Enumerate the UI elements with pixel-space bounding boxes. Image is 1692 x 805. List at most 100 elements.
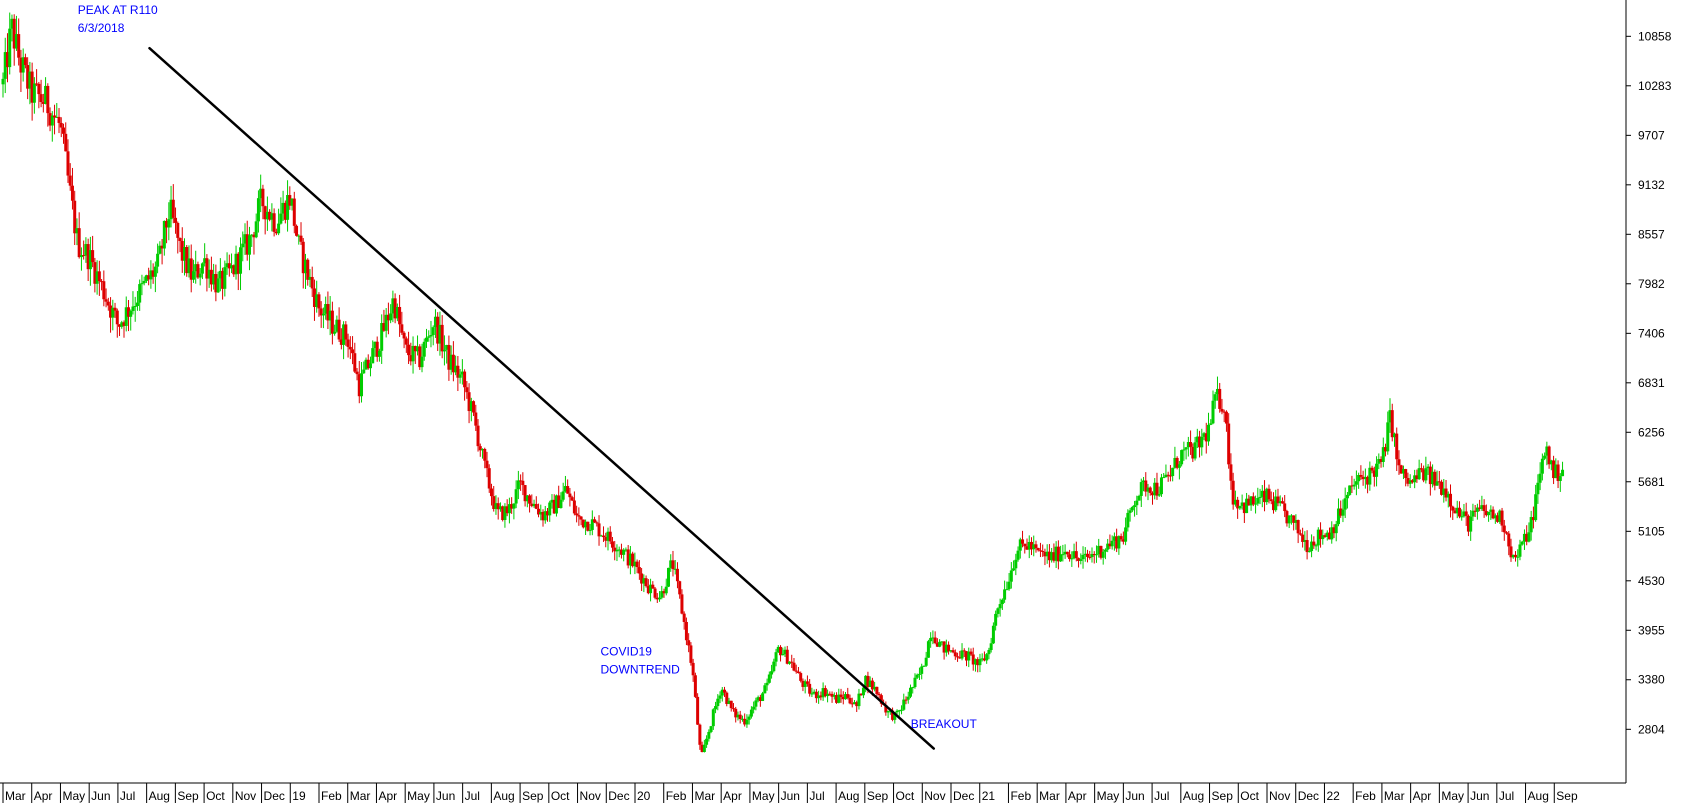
candle-body-633 [1419,468,1423,470]
candle-body-161 [362,369,366,374]
x-tick-label-47: Feb [1355,789,1376,803]
candle-body-398 [893,712,897,720]
candle-body-403 [904,699,908,701]
x-tick-label-28: Jul [809,789,824,803]
candle-body-344 [772,661,776,672]
candle-body-581 [1303,540,1307,542]
candle-body-664 [1489,509,1493,512]
candle-body-481 [1079,559,1083,561]
candle-body-296 [664,586,668,594]
candle-body-27 [61,127,65,134]
candle-body-621 [1392,433,1396,438]
candle-body-461 [1034,544,1038,548]
candle-body-359 [805,681,809,684]
candle-body-82 [185,247,189,274]
candle-body-369 [828,693,832,695]
candle-body-501 [1124,527,1128,542]
candle-body-639 [1433,471,1437,486]
candle-body-67 [151,270,155,277]
candle-body-671 [1505,532,1509,534]
candle-body-665 [1491,509,1495,519]
candle-body-151 [339,339,343,345]
candle-body-394 [884,704,888,713]
candle-body-247 [554,495,558,514]
candle-body-125 [281,202,285,214]
x-tick-label-54: Sep [1556,789,1578,803]
candle-body-298 [669,560,673,568]
candle-body-640 [1435,481,1439,486]
candle-body-630 [1413,475,1417,483]
candle-body-156 [351,349,355,354]
candle-body-556 [1247,498,1251,506]
candle-body-140 [315,294,319,307]
x-tick-label-26: May [752,789,775,803]
candle-body-268 [602,535,606,538]
candle-body-276 [619,549,623,555]
candle-body-47 [106,301,110,306]
candle-body-204 [458,374,462,378]
candle-body-200 [449,354,453,370]
candle-body-190 [427,336,431,338]
candle-body-464 [1041,550,1045,553]
candle-body-220 [494,503,498,509]
x-tick-label-43: Oct [1240,789,1259,803]
candle-body-327 [734,708,738,718]
candle-body-532 [1193,442,1197,459]
candle-body-58 [131,306,135,311]
candle-body-153 [344,324,348,340]
x-tick-label-23: Feb [666,789,687,803]
candle-body-59 [133,306,137,308]
candle-body-49 [111,307,115,318]
candle-body-328 [736,714,740,718]
candle-body-543 [1218,388,1222,409]
candle-body-272 [610,541,614,548]
candle-body-480 [1077,558,1081,561]
candle-body-382 [857,693,861,707]
candle-body-438 [982,658,986,661]
candle-body-286 [642,578,646,584]
candle-body-502 [1126,512,1130,528]
candle-body-395 [886,711,890,713]
candle-body-507 [1137,495,1141,501]
candle-body-567 [1271,501,1275,511]
candle-body-676 [1516,556,1520,558]
candle-body-542 [1215,388,1219,395]
candle-body-390 [875,686,879,694]
candle-body-607 [1361,476,1365,480]
candle-body-519 [1164,474,1168,478]
candle-body-281 [631,553,635,567]
candle-body-448 [1005,589,1009,591]
x-tick-label-36: Mar [1039,789,1060,803]
x-tick-label-11: Feb [321,789,342,803]
candle-body-235 [528,495,532,504]
candle-body-618 [1386,422,1390,452]
candle-body-661 [1482,505,1486,512]
candle-body-544 [1220,408,1224,412]
candle-body-50 [113,307,117,311]
candle-body-466 [1045,551,1049,557]
x-tick-label-34: 21 [982,789,996,803]
candle-body-385 [864,675,868,688]
candle-body-404 [906,696,910,700]
candle-body-547 [1227,423,1231,465]
candle-body-645 [1446,493,1450,498]
candle-body-340 [763,685,767,694]
candle-body-580 [1301,534,1305,542]
candle-body-646 [1449,493,1453,507]
candle-body-386 [866,675,870,687]
candle-body-375 [841,697,845,700]
candle-body-514 [1153,482,1157,496]
candle-body-91 [205,258,209,279]
x-tick-label-8: Nov [235,789,256,803]
candle-body-251 [563,486,567,492]
candle-body-234 [525,495,529,502]
y-tick-label-3: 4530 [1638,574,1665,588]
candle-body-14 [32,83,36,103]
candle-body-312 [700,744,704,753]
candle-body-259 [581,519,585,528]
candle-body-181 [407,344,411,356]
y-tick-label-1: 3380 [1638,673,1665,687]
candle-body-271 [608,531,612,542]
candle-body-539 [1209,423,1213,425]
candle-body-425 [953,652,957,657]
